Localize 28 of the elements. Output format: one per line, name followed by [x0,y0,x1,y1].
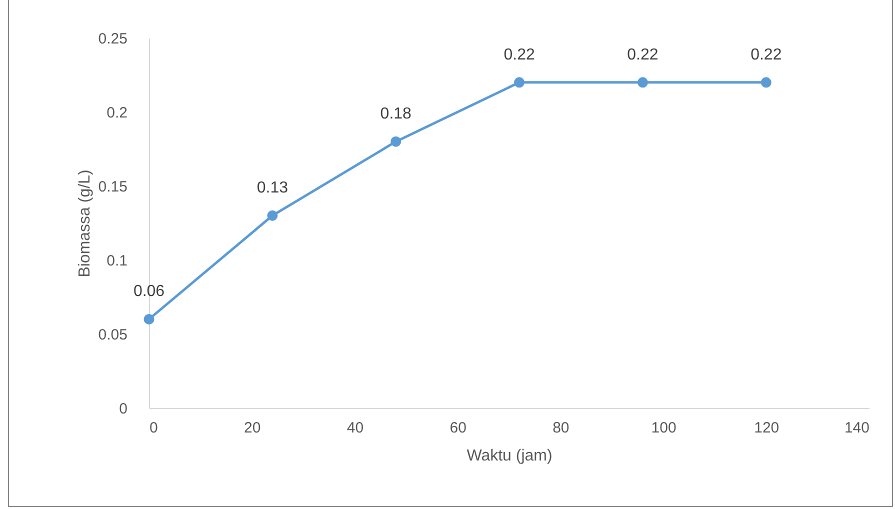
y-axis-title: Biomassa (g/L) [76,170,94,278]
y-tick-label: 0.2 [106,104,128,122]
x-tick-label: 40 [346,420,364,436]
x-axis-title: Waktu (jam) [466,448,552,464]
data-label: 0.06 [133,283,165,300]
data-label: 0.22 [504,46,535,64]
point [637,77,648,88]
point [390,136,402,147]
x-tick-label: 80 [552,420,570,436]
x-tick-label: 60 [450,420,466,436]
x-tick-label: 120 [754,420,780,436]
x-tick-label: 100 [651,420,676,436]
data-label: 0.13 [256,180,288,197]
point [144,314,154,324]
point [514,77,525,88]
y-tick-label: 0.1 [106,252,128,270]
point [267,210,278,221]
data-label: 0.18 [380,106,412,123]
y-tick-label: 0 [119,400,128,418]
x-tick-label: 0 [150,420,158,436]
x-tick-label: 140 [844,420,870,436]
x-tick-label: 20 [244,420,261,436]
y-tick-label: 0.05 [98,326,128,344]
y-tick-label: 0.15 [98,178,128,196]
data-label: 0.22 [750,46,782,64]
data-label: 0.22 [627,46,658,64]
y-tick-label: 0.25 [98,30,128,48]
point [760,77,772,88]
